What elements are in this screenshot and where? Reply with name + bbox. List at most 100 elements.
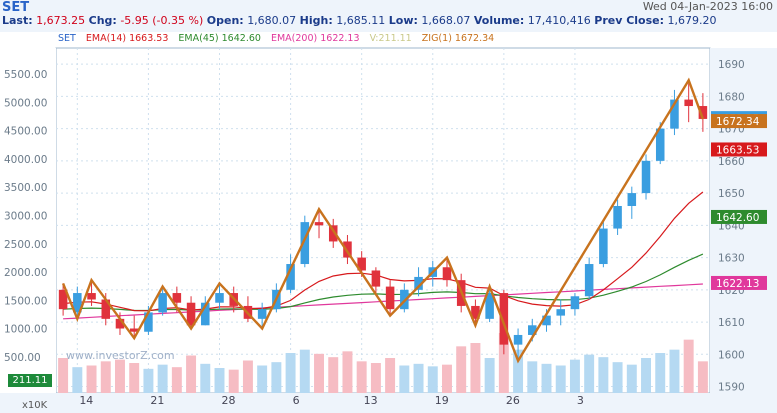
left-tick-label: 4500.00 [4, 126, 47, 138]
price-tag-text-zig: 1672.34 [716, 116, 760, 128]
legend-volume[interactable]: V:211.11 [369, 33, 412, 44]
x-tick-label: 28 [222, 394, 236, 407]
price-tag-ema200 [711, 275, 767, 290]
volume-bar [86, 365, 97, 393]
volume-bar [598, 357, 609, 393]
legend-ema45[interactable]: EMA(45) 1642.60 [178, 33, 261, 44]
prev-close-label: Prev Close: [594, 14, 665, 27]
volume-bar [399, 365, 410, 393]
volume-bar [171, 367, 182, 393]
left-tick-label: 5500.00 [4, 69, 47, 81]
candle-body [698, 106, 708, 119]
price-tag-text-ema14: 1663.53 [716, 144, 759, 156]
volume-bar [527, 361, 538, 393]
volume-bar [214, 368, 225, 393]
candle-body [286, 264, 295, 290]
volume-value: 17,410,416 [527, 14, 591, 27]
chart-header: SET Wed 04-Jan-2023 16:00 Last: 1,673.25… [0, 0, 777, 32]
candle-body [172, 293, 182, 303]
volume-bar [157, 364, 168, 393]
left-tick-label: 3000.00 [4, 211, 47, 223]
candle-body [73, 293, 82, 313]
volume-bar [456, 346, 467, 393]
candle-body [87, 293, 96, 300]
x-tick-label: 19 [435, 394, 449, 407]
volume-bar [498, 333, 509, 393]
candle-body [300, 222, 310, 265]
x-tick-label: 3 [577, 394, 584, 407]
right-tick-label: 1690 [718, 59, 745, 71]
volume-bar [641, 358, 651, 393]
candle-body [684, 99, 693, 107]
candle-body [314, 222, 324, 226]
volume-bar [228, 369, 239, 393]
volume-bar [242, 360, 253, 393]
chg-value: -5.95 (-0.35 %) [120, 14, 204, 27]
legend-ema200[interactable]: EMA(200) 1622.13 [270, 33, 360, 44]
right-tick-label: 1680 [718, 91, 745, 103]
volume-bar [285, 353, 296, 393]
candle-body [257, 309, 267, 319]
candle-body [499, 293, 509, 345]
candle-body [101, 299, 111, 319]
candle-body [485, 293, 494, 319]
volume-bar [513, 349, 524, 393]
high-value: 1,685.11 [336, 14, 386, 27]
legend-zigzag[interactable]: ZIG(1) 1672.34 [421, 33, 495, 44]
volume-bar [58, 358, 69, 393]
candle-body [528, 325, 537, 335]
x-tick-label: 21 [150, 394, 164, 407]
candle-body [655, 128, 665, 161]
volume-bar [669, 349, 680, 393]
volume-label: Volume: [473, 14, 525, 27]
candle-body [115, 318, 125, 329]
last-label: Last: [2, 14, 33, 27]
zigzag-line [61, 77, 705, 364]
right-tick-label: 1660 [718, 156, 745, 168]
volume-bar [356, 361, 367, 393]
legend-set[interactable]: SET [58, 33, 76, 44]
candle-body [328, 225, 338, 242]
low-value: 1,668.07 [421, 14, 471, 27]
candle-body [641, 160, 651, 194]
symbol-title[interactable]: SET [2, 0, 30, 15]
high-label: High: [299, 14, 333, 27]
candle-body [357, 257, 366, 271]
volume-bar [200, 363, 211, 393]
header-band [0, 0, 777, 32]
volume-bar [342, 351, 353, 393]
left-tick-label: 2000.00 [4, 267, 47, 279]
candle-body [584, 264, 594, 297]
candle-body [414, 276, 423, 290]
price-tag-ema45 [711, 209, 767, 224]
right-tick-label: 1600 [718, 349, 745, 361]
prev-close-value: 1,679.20 [667, 14, 717, 27]
volume-bar [683, 339, 694, 393]
price-tag-zig [711, 114, 767, 129]
timestamp: Wed 04-Jan-2023 16:00 [642, 0, 773, 13]
legend-ema14[interactable]: EMA(14) 1663.53 [85, 33, 169, 44]
candle-body [186, 302, 196, 326]
quote-line: Last: 1,673.25 Chg: -5.95 (-0.35 %) Open… [2, 14, 717, 27]
volume-bar [584, 354, 595, 393]
volume-badge: 211.11 [8, 374, 52, 387]
price-tag-text-ema200: 1622.13 [716, 278, 759, 290]
candle-body [613, 205, 622, 229]
volume-bar [442, 364, 452, 393]
volume-bar [385, 358, 396, 393]
candle-body [385, 286, 395, 310]
volume-bar [314, 353, 324, 393]
candle-body [442, 267, 452, 281]
last-value: 1,673.25 [36, 14, 86, 27]
candle-body [627, 193, 637, 206]
candle-body [58, 289, 68, 310]
x-tick-label: 13 [364, 394, 378, 407]
candle-body [129, 328, 139, 332]
candle-body [215, 293, 224, 303]
right-tick-label: 1650 [718, 188, 745, 200]
price-tag-ema14 [711, 142, 767, 157]
ema45-line [63, 253, 704, 312]
candle-body [371, 270, 381, 287]
plot-area [55, 47, 711, 394]
